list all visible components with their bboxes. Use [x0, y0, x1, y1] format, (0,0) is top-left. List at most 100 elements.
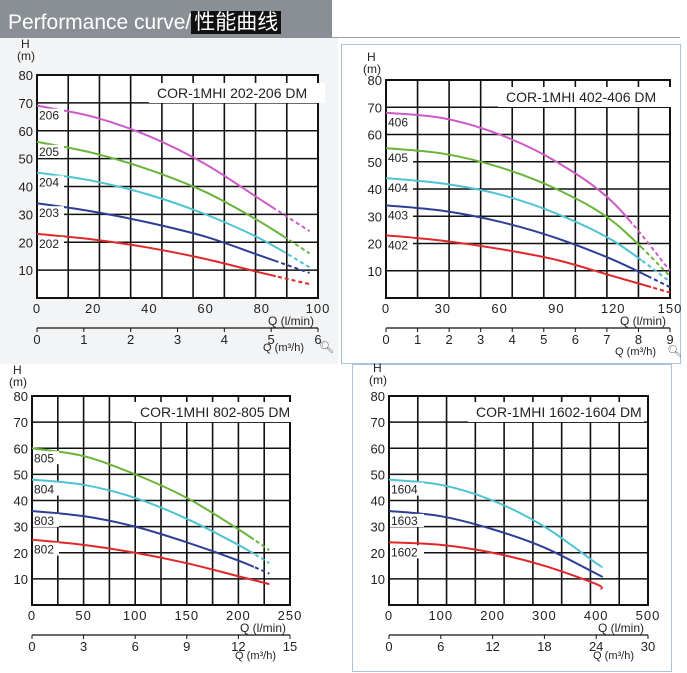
secondary-x-tick-label: 9	[183, 639, 190, 654]
series-label-805: 805	[34, 451, 54, 465]
y-tick-label: 30	[14, 520, 28, 535]
secondary-x-axis-label: Q (m³/h)	[593, 650, 634, 662]
y-tick-label: 30	[19, 207, 33, 222]
chart-2: COR-1MHI 402-406 DMH (m)10203040506070800…	[363, 50, 683, 358]
x-tick-label: 0	[382, 301, 390, 316]
title-english: Performance curve/	[8, 11, 192, 34]
chart-3: COR-1MHI 802-805 DMH (m)10203040506070800…	[9, 363, 308, 662]
chart-title-box	[149, 83, 325, 103]
series-label-402: 402	[388, 238, 408, 252]
y-tick-label: 50	[14, 467, 28, 482]
y-tick-label: 80	[371, 389, 385, 404]
y-tick-label: 70	[14, 415, 28, 430]
chart-title: COR-1MHI 402-406 DM	[506, 89, 656, 105]
y-tick-label: 50	[371, 467, 385, 482]
x-tick-label: 300	[532, 608, 557, 623]
header-bar: Performance curve/性能曲线	[0, 0, 332, 38]
secondary-x-tick-label: 6	[314, 332, 321, 347]
y-axis-label: H (m)	[369, 361, 387, 387]
series-label-205: 205	[39, 145, 59, 159]
series-line-202	[36, 232, 276, 278]
series-label-box	[387, 115, 413, 129]
y-tick-label: 40	[371, 494, 385, 509]
x-tick-label: 400	[584, 608, 609, 623]
secondary-x-tick-label: 2	[445, 332, 452, 347]
chart-title-box	[498, 87, 674, 107]
secondary-x-tick-label: 4	[509, 332, 516, 347]
secondary-x-axis-label: Q (m³/h)	[615, 346, 656, 358]
y-axis-label: H (m)	[363, 50, 381, 76]
x-tick-label: 60	[197, 301, 213, 316]
series-line-205	[36, 140, 285, 238]
series-line-206	[36, 104, 276, 211]
x-tick-label: 30	[435, 301, 451, 316]
secondary-x-tick-label: 15	[283, 639, 297, 654]
series-line-203	[36, 202, 276, 263]
title-chinese: 性能曲线	[191, 11, 282, 34]
header-divider	[332, 37, 680, 38]
y-tick-label: 10	[14, 572, 28, 587]
series-label-box	[387, 208, 413, 222]
series-label-box	[33, 451, 59, 465]
secondary-x-tick-label: 0	[382, 332, 389, 347]
series-label-1602: 1602	[391, 545, 418, 559]
secondary-x-tick-label: 9	[666, 332, 673, 347]
chart-4: COR-1MHI 1602-1604 DMH (m)102030405060708…	[369, 361, 659, 662]
plot-border	[388, 395, 649, 606]
secondary-x-tick-label: 5	[268, 332, 275, 347]
secondary-x-tick-label: 0	[385, 639, 392, 654]
series-line-1604	[388, 478, 602, 568]
series-line-1602	[388, 541, 602, 591]
x-tick-label: 80	[254, 301, 270, 316]
y-tick-label: 50	[19, 152, 33, 167]
series-label-406: 406	[388, 116, 408, 130]
series-label-803: 803	[34, 514, 54, 528]
y-tick-label: 20	[14, 546, 28, 561]
series-line-805	[31, 447, 254, 541]
y-tick-label: 40	[368, 182, 382, 197]
secondary-x-tick-label: 3	[477, 332, 484, 347]
chart-title-box	[468, 402, 644, 422]
series-label-202: 202	[39, 237, 59, 251]
series-label-box	[387, 181, 413, 195]
zoom-icon[interactable]: 🔍︎	[667, 344, 683, 358]
series-label-box	[390, 513, 424, 527]
series-label-405: 405	[388, 151, 408, 165]
series-line-404	[385, 177, 642, 262]
series-label-206: 206	[39, 109, 59, 123]
chart-title: COR-1MHI 1602-1604 DM	[476, 404, 642, 420]
series-label-1604: 1604	[391, 483, 418, 497]
y-tick-label: 50	[368, 155, 382, 170]
x-tick-label: 120	[601, 301, 626, 316]
series-line-204	[36, 171, 285, 254]
chart-title: COR-1MHI 202-206 DM	[157, 85, 307, 101]
chart-panel-2-frame	[341, 44, 681, 364]
zoom-icon[interactable]: 🔍︎	[319, 340, 335, 354]
secondary-x-tick-label: 6	[437, 639, 444, 654]
secondary-x-tick-label: 18	[537, 639, 551, 654]
y-tick-label: 30	[371, 520, 385, 535]
secondary-x-tick-label: 4	[221, 332, 228, 347]
secondary-x-axis-label: Q (m³/h)	[235, 650, 276, 662]
x-tick-label: 150	[658, 301, 683, 316]
x-tick-label: 0	[28, 608, 36, 623]
y-tick-label: 10	[371, 572, 385, 587]
y-tick-label: 60	[371, 441, 385, 456]
series-label-1603: 1603	[391, 514, 418, 528]
series-label-802: 802	[34, 543, 54, 557]
series-label-box	[38, 144, 64, 158]
y-tick-label: 80	[14, 389, 28, 404]
x-axis-label: Q (l/min)	[620, 314, 666, 328]
plot-border	[385, 79, 671, 299]
x-axis-label: Q (l/min)	[268, 314, 314, 328]
series-label-box	[38, 206, 64, 220]
y-tick-label: 60	[19, 124, 33, 139]
x-tick-label: 0	[33, 301, 41, 316]
y-tick-label: 60	[14, 441, 28, 456]
y-tick-label: 10	[19, 263, 33, 278]
y-tick-label: 70	[19, 96, 33, 111]
secondary-x-tick-label: 3	[80, 639, 87, 654]
chart-panel-4-frame	[352, 364, 672, 672]
y-tick-label: 80	[368, 73, 382, 88]
